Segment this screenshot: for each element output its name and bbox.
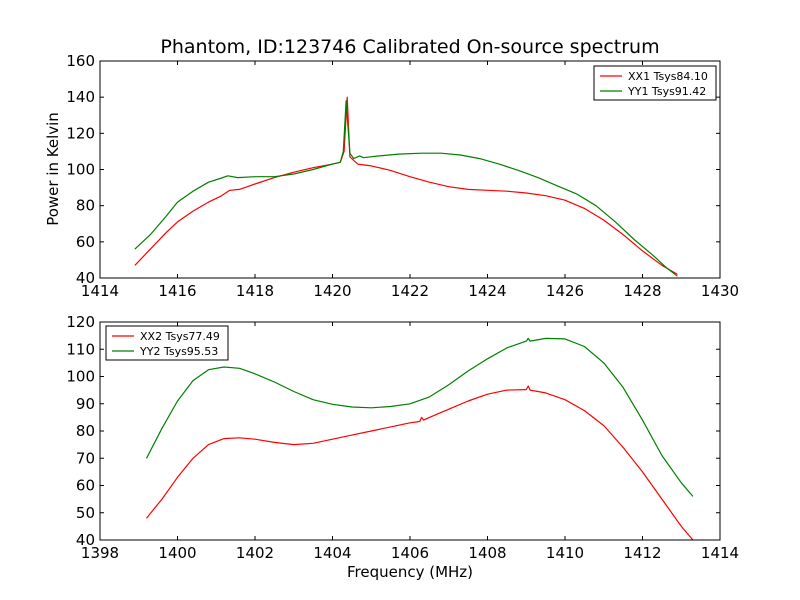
bottom-chart-x-axis-label: Frequency (MHz) (347, 563, 473, 581)
top-x-tick-label: 1428 (623, 282, 661, 300)
bottom-x-tick-label: 1398 (81, 544, 119, 562)
bottom-legend-label-2: YY2 Tsys95.53 (139, 345, 218, 358)
top-x-tick-label: 1416 (158, 282, 196, 300)
top-legend-box (593, 65, 717, 101)
top-legend-label-2: YY1 Tsys91.42 (627, 85, 706, 98)
bottom-y-tick-label: 80 (76, 422, 95, 440)
bottom-y-tick-label: 50 (76, 504, 95, 522)
top-x-tick-label: 1430 (701, 282, 739, 300)
top-y-tick-label: 120 (66, 124, 95, 142)
top-x-tick-label: 1418 (236, 282, 274, 300)
top-chart-series (134, 96, 678, 277)
top-legend-label-1: XX1 Tsys84.10 (628, 70, 708, 83)
bottom-x-tick-label: 1402 (236, 544, 274, 562)
bottom-legend-box (105, 325, 229, 361)
bottom-x-tick-label: 1410 (546, 544, 584, 562)
top-series-line-1 (134, 96, 678, 275)
top-x-tick-label: 1426 (546, 282, 584, 300)
bottom-y-tick-label: 120 (66, 313, 95, 331)
bottom-legend-label-1: XX2 Tsys77.49 (140, 330, 220, 343)
top-y-tick-label: 40 (76, 269, 95, 287)
bottom-x-tick-label: 1404 (313, 544, 351, 562)
bottom-y-tick-label: 90 (76, 395, 95, 413)
bottom-x-tick-label: 1414 (701, 544, 739, 562)
bottom-chart-legend: XX2 Tsys77.49 YY2 Tsys95.53 (105, 325, 229, 361)
bottom-x-tick-label: 1406 (391, 544, 429, 562)
bottom-y-tick-label: 110 (66, 340, 95, 358)
top-y-tick-label: 80 (76, 197, 95, 215)
bottom-chart-series (145, 337, 694, 540)
top-chart-y-axis-label: Power in Kelvin (44, 112, 62, 226)
bottom-y-tick-label: 40 (76, 531, 95, 549)
bottom-series-line-1 (146, 385, 694, 540)
bottom-y-tick-label: 60 (76, 477, 95, 495)
top-y-tick-label: 140 (66, 88, 95, 106)
top-chart: Phantom, ID:123746 Calibrated On-source … (44, 36, 739, 300)
bottom-y-tick-label: 70 (76, 449, 95, 467)
bottom-chart: Frequency (MHz) 1398 1400 1402 1404 1406 1408… (66, 313, 739, 581)
top-y-tick-label: 60 (76, 233, 95, 251)
bottom-x-tick-label: 1408 (468, 544, 506, 562)
bottom-x-tick-label: 1400 (158, 544, 196, 562)
top-series-line-2 (134, 100, 678, 277)
top-y-tick-label: 100 (66, 161, 95, 179)
bottom-series-line-2 (145, 337, 694, 497)
top-chart-legend: XX1 Tsys84.10 YY1 Tsys91.42 (593, 65, 717, 101)
top-chart-title: Phantom, ID:123746 Calibrated On-source … (160, 36, 659, 58)
top-x-tick-label: 1422 (391, 282, 429, 300)
bottom-x-tick-label: 1412 (623, 544, 661, 562)
top-x-tick-label: 1420 (313, 282, 351, 300)
top-x-tick-label: 1414 (81, 282, 119, 300)
top-y-tick-label: 160 (66, 52, 95, 70)
bottom-y-tick-label: 100 (66, 368, 95, 386)
top-x-tick-label: 1424 (468, 282, 506, 300)
